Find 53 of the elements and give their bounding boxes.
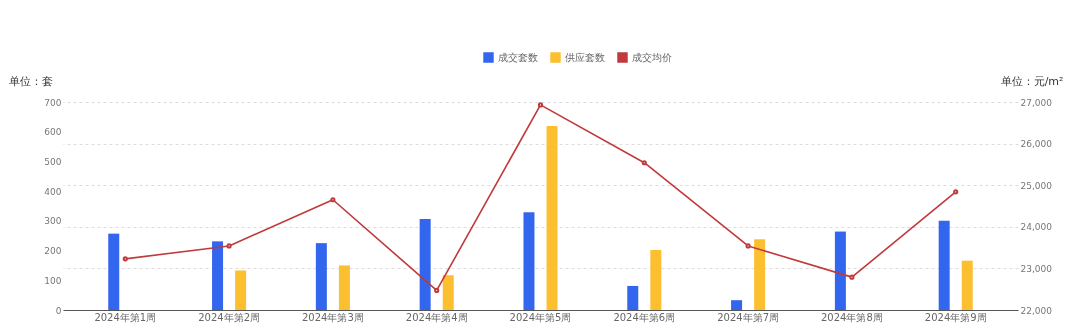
bar	[523, 212, 535, 310]
point	[745, 243, 751, 249]
legend-label: 成交套数	[498, 51, 538, 63]
bar	[938, 220, 950, 310]
bar	[315, 243, 327, 310]
point	[849, 274, 855, 280]
legend-label: 成交均价	[632, 51, 672, 63]
point	[330, 197, 336, 203]
y2-tick-label: 23,000	[1020, 263, 1053, 274]
y2-axis-title: 单位：元/m²	[1000, 74, 1064, 88]
bar	[754, 239, 766, 310]
y-tick-label: 100	[44, 275, 62, 286]
x-tick-label: 2024年第5周	[509, 311, 572, 323]
x-tick-label: 2024年第7周	[717, 311, 780, 323]
point	[953, 189, 959, 195]
x-tick-label: 2024年第9周	[924, 311, 987, 323]
point	[434, 287, 440, 294]
point	[537, 102, 544, 108]
y-tick-label: 600	[44, 127, 62, 138]
bar	[546, 126, 558, 310]
y-tick-label: 200	[44, 246, 62, 257]
bar	[442, 275, 454, 310]
y-axis-title: 单位：套	[8, 74, 53, 88]
y2-tick-label: 25,000	[1020, 180, 1053, 191]
bar	[834, 231, 846, 310]
y2-tick-label: 22,000	[1020, 305, 1053, 316]
bar	[627, 285, 639, 310]
legend-label: 供应套数	[565, 51, 605, 63]
bar	[650, 249, 662, 310]
bar	[212, 241, 224, 310]
bar	[108, 233, 120, 310]
x-tick-label: 2024年第1周	[94, 311, 157, 323]
bar	[338, 265, 350, 310]
y2-tick-label: 24,000	[1020, 222, 1053, 233]
bar	[235, 270, 247, 310]
y-tick-label: 300	[44, 216, 62, 227]
x-tick-label: 2024年第2周	[198, 311, 260, 323]
y-tick-label: 0	[55, 305, 62, 316]
y-tick-label: 700	[44, 97, 62, 108]
x-tick-label: 2024年第6周	[613, 311, 676, 323]
x-tick-label: 2024年第8周	[821, 311, 883, 323]
point	[226, 243, 232, 249]
bar	[961, 260, 973, 310]
y2-tick-label: 27,000	[1020, 97, 1053, 108]
point	[122, 256, 128, 262]
x-tick-label: 2024年第3周	[301, 311, 364, 323]
bar	[419, 219, 431, 310]
bar	[731, 300, 743, 310]
x-tick-label: 2024年第4周	[405, 311, 468, 323]
y2-tick-label: 26,000	[1020, 139, 1053, 150]
y-tick-label: 400	[44, 186, 62, 197]
point	[641, 160, 647, 166]
y-tick-label: 500	[44, 156, 62, 167]
